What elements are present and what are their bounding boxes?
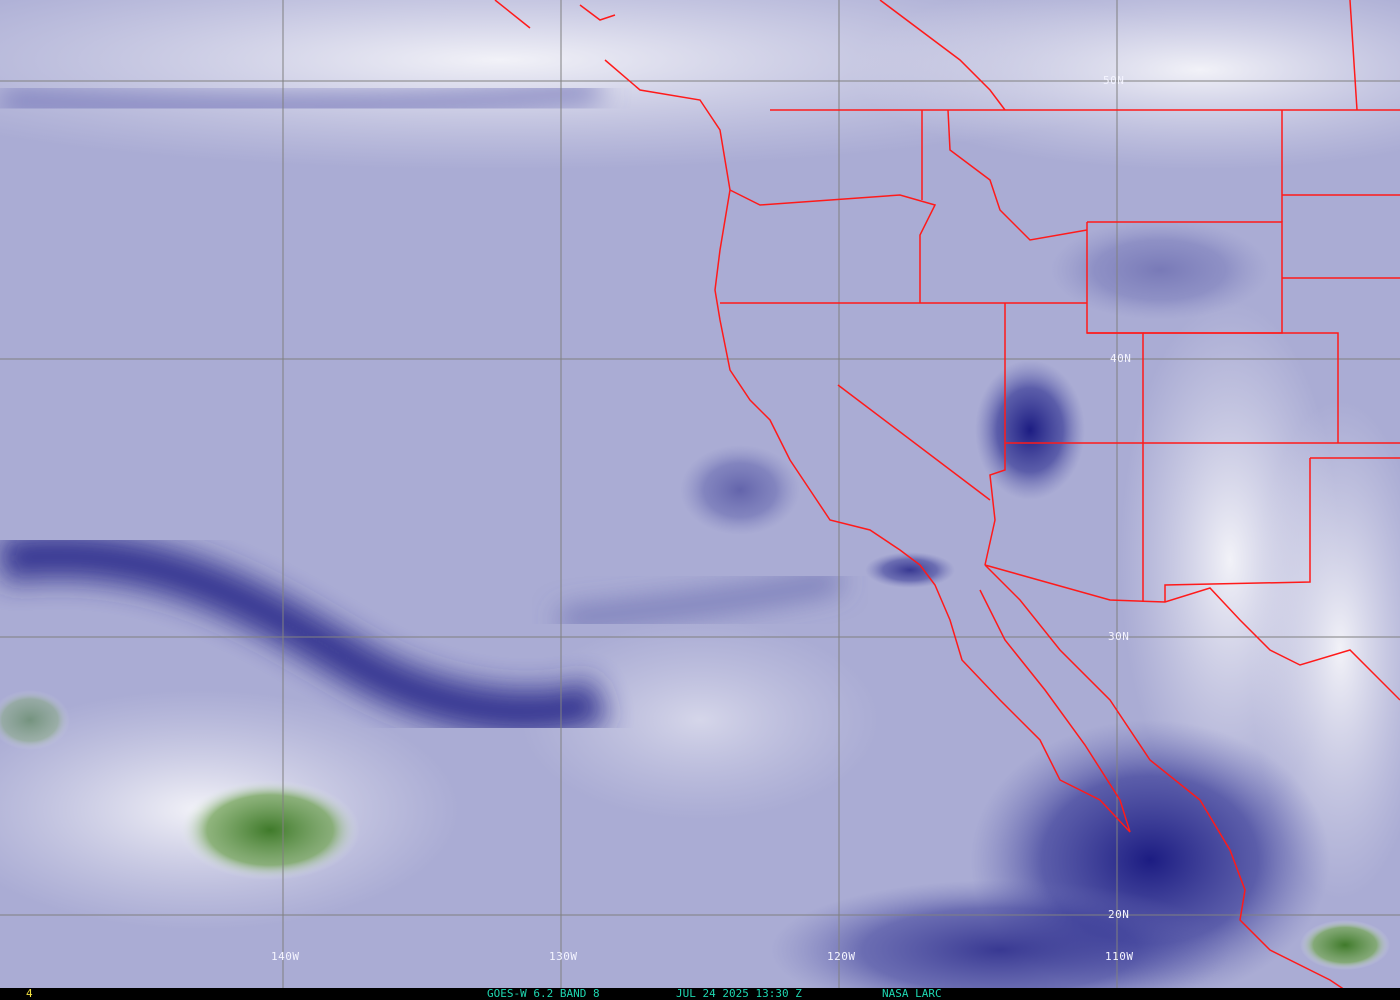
longitude-label: 110W xyxy=(1105,950,1134,963)
satellite-caption: GOES-W 6.2 BAND 8 xyxy=(487,987,600,1000)
cloud-cluster xyxy=(180,780,360,880)
frame-number: 4 xyxy=(26,987,33,1000)
longitude-label: 120W xyxy=(827,950,856,963)
latitude-label: 20N xyxy=(1108,908,1130,921)
latitude-label: 50N xyxy=(1103,74,1125,87)
caption-bar: 4 GOES-W 6.2 BAND 8 JUL 24 2025 13:30 Z … xyxy=(0,988,1400,1000)
coastline xyxy=(984,564,1361,1000)
credit: NASA LARC xyxy=(882,987,942,1000)
longitude-label: 140W xyxy=(271,950,300,963)
coastline xyxy=(879,0,1006,111)
political-boundaries xyxy=(494,0,1400,1000)
latitude-label: 30N xyxy=(1108,630,1130,643)
cloud-cluster xyxy=(1300,920,1390,970)
image-datetime: JUL 24 2025 13:30 Z xyxy=(676,987,802,1000)
longitude-label: 130W xyxy=(549,950,578,963)
coastline xyxy=(604,59,1131,833)
latitude-label: 40N xyxy=(1110,352,1132,365)
